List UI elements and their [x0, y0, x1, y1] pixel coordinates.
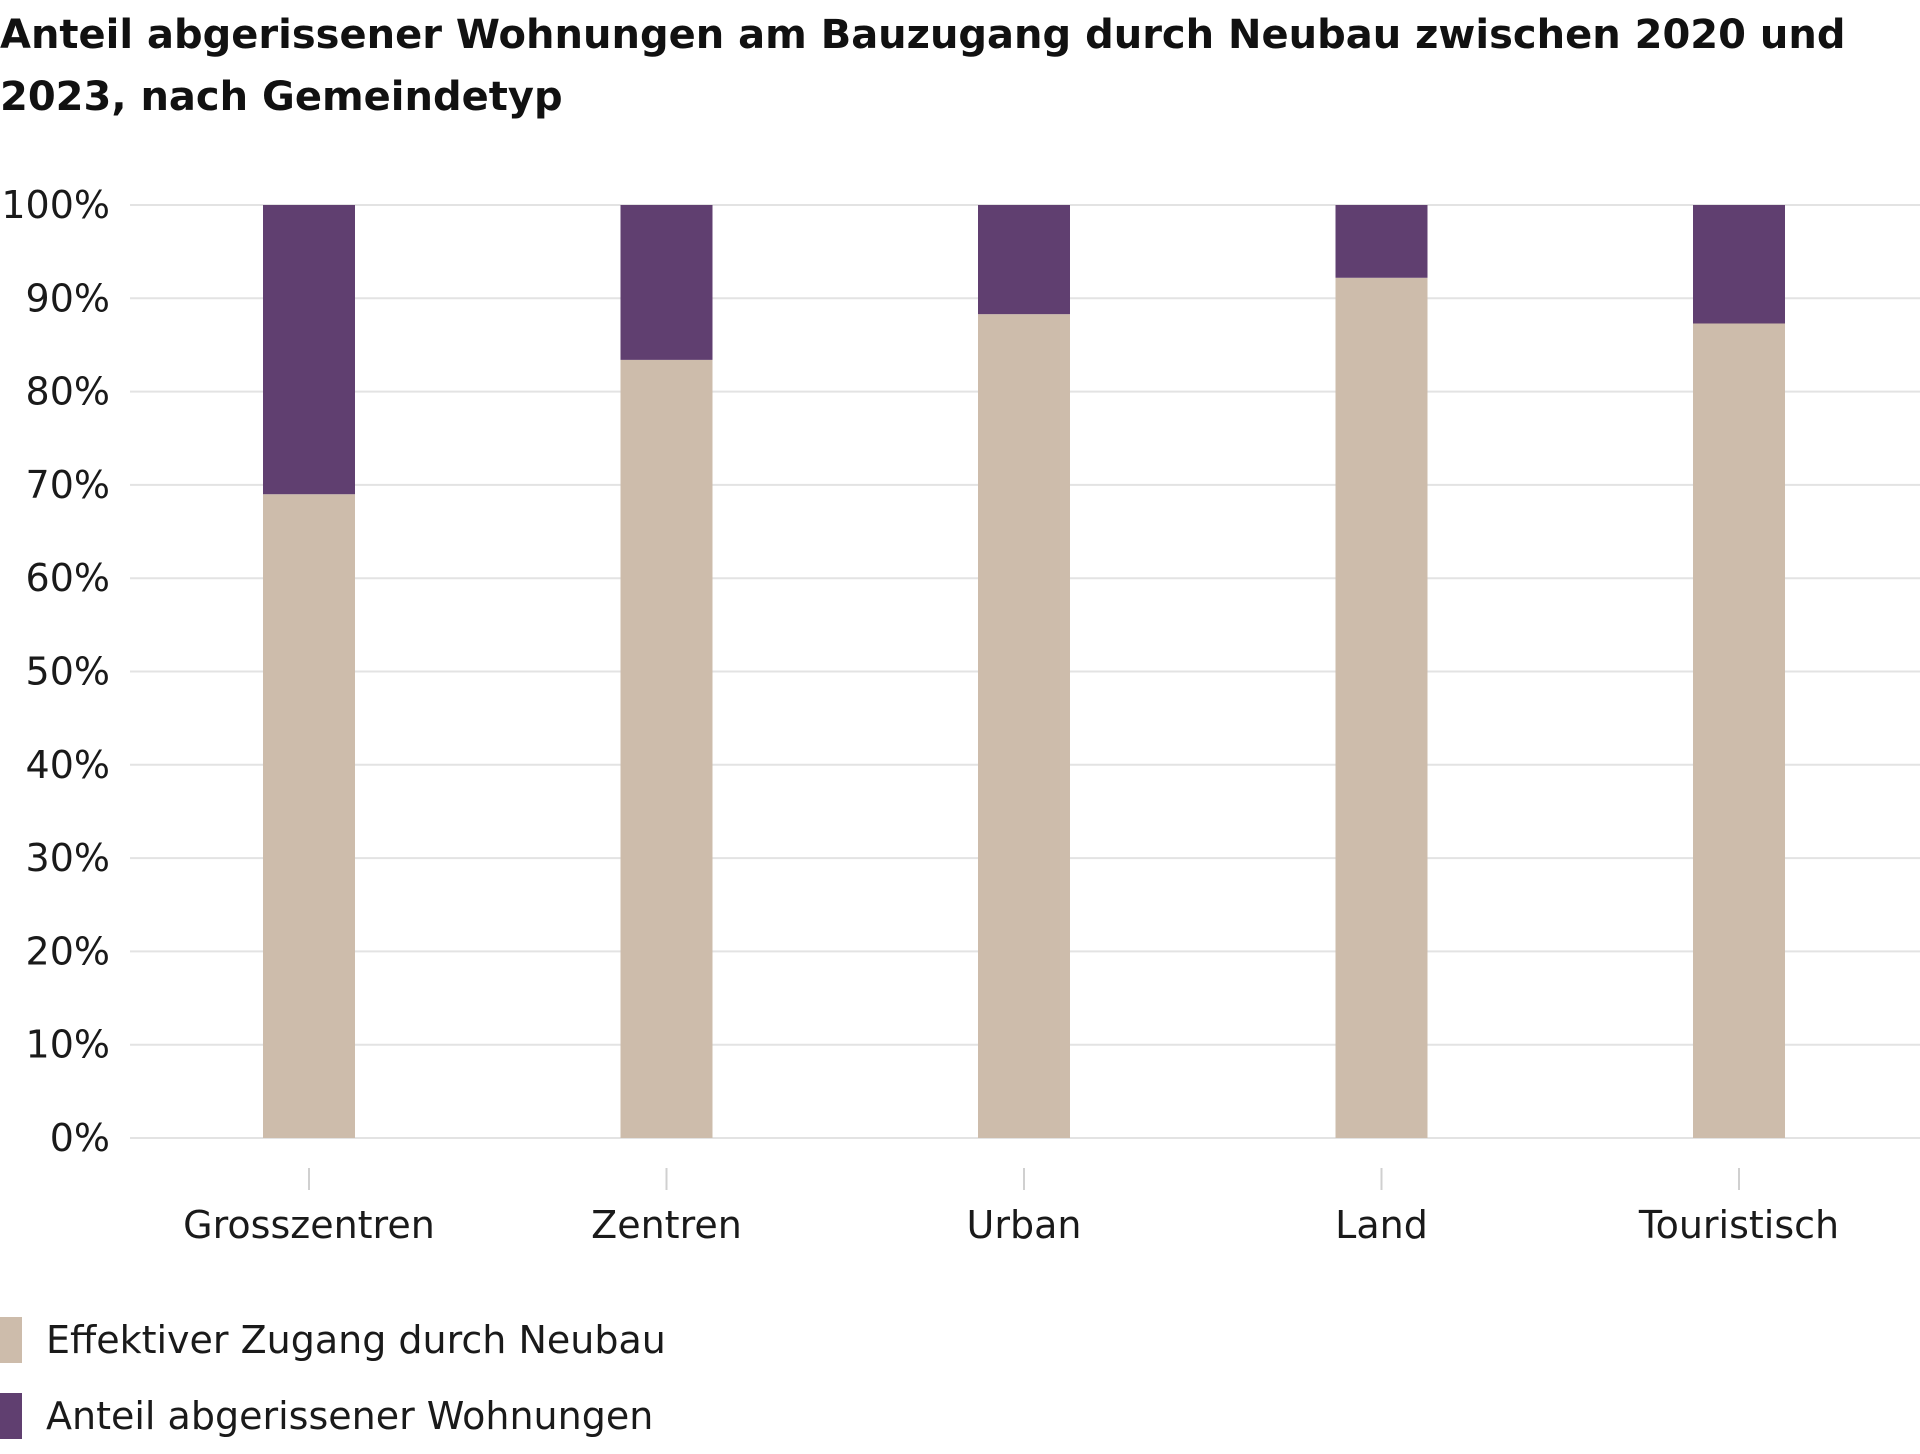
bar-grosszentren-abriss	[263, 205, 355, 495]
legend-label-neubau: Effektiver Zugang durch Neubau	[46, 1318, 666, 1362]
y-tick-label: 30%	[26, 836, 110, 880]
y-tick-label: 80%	[26, 370, 110, 414]
y-tick-label: 100%	[1, 183, 110, 227]
y-tick-label: 20%	[26, 929, 110, 973]
legend-swatch-neubau	[0, 1317, 22, 1363]
bar-urban-neubau	[978, 314, 1070, 1138]
y-tick-label: 0%	[50, 1116, 110, 1160]
bar-touristisch-abriss	[1693, 205, 1785, 324]
y-tick-label: 40%	[26, 743, 110, 787]
bar-zentren-abriss	[620, 205, 713, 360]
y-axis: 0% 10% 20% 30% 40% 50% 60% 70% 80% 90% 100%	[1, 183, 110, 1160]
chart-title: Anteil abgerissener Wohnungen am Bauzuga…	[0, 12, 1846, 120]
bar-zentren-neubau	[620, 359, 713, 1138]
x-tick-label: Urban	[967, 1203, 1082, 1247]
bars	[263, 205, 1785, 1139]
x-tick-label: Land	[1335, 1203, 1428, 1247]
bar-land-abriss	[1335, 205, 1428, 278]
bar-urban-abriss	[978, 205, 1070, 315]
x-tick-label: Grosszentren	[183, 1203, 435, 1247]
y-tick-label: 70%	[26, 463, 110, 507]
stacked-bar-chart: 0% 10% 20% 30% 40% 50% 60% 70% 80% 90% 100% Grossz…	[1, 183, 1920, 1247]
x-tick-label: Zentren	[591, 1203, 742, 1247]
legend-swatch-abriss	[0, 1393, 22, 1439]
legend-item-abriss: Anteil abgerissener Wohnungen	[0, 1378, 666, 1454]
y-tick-label: 50%	[26, 650, 110, 694]
bar-land-neubau	[1335, 277, 1428, 1138]
legend-item-neubau: Effektiver Zugang durch Neubau	[0, 1302, 666, 1378]
y-tick-label: 90%	[26, 276, 110, 320]
bar-grosszentren-neubau	[263, 494, 355, 1139]
x-axis: Grosszentren Zentren Urban Land Touristisch	[183, 1168, 1839, 1247]
y-tick-label: 10%	[26, 1023, 110, 1067]
y-tick-label: 60%	[26, 556, 110, 600]
legend-label-abriss: Anteil abgerissener Wohnungen	[46, 1394, 654, 1438]
legend: Effektiver Zugang durch Neubau Anteil ab…	[0, 1302, 666, 1454]
x-tick-label: Touristisch	[1638, 1203, 1839, 1247]
bar-touristisch-neubau	[1693, 323, 1785, 1139]
